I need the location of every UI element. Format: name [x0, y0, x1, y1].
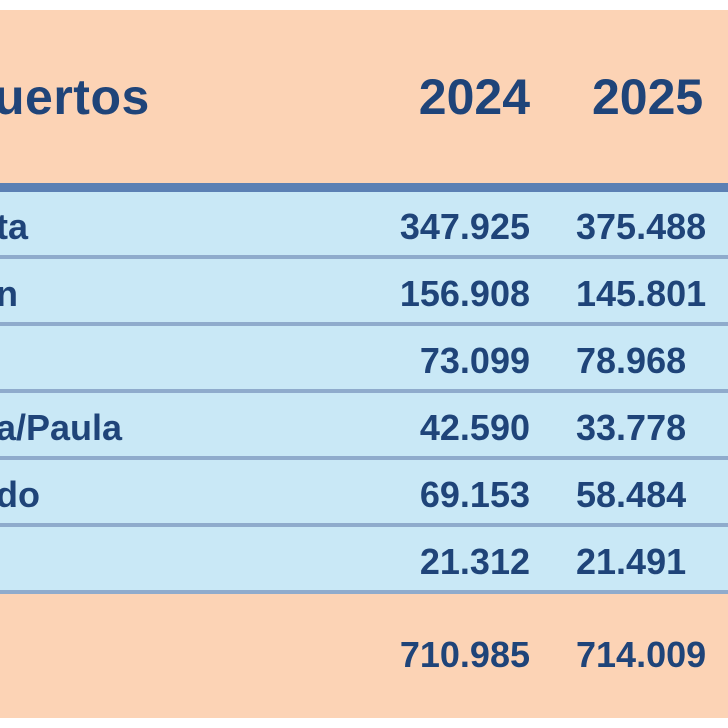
row-value-2024: 73.099	[419, 340, 530, 381]
row-value-2025: 78.968	[576, 340, 687, 381]
row-label: ta	[0, 206, 29, 247]
table-row: 73.099 78.968	[0, 326, 728, 393]
row-value-2025: 58.484	[576, 474, 687, 515]
table-row: do 69.153 58.484	[0, 460, 728, 527]
table-row: ta 347.925 375.488	[0, 192, 728, 259]
header-label: uertos	[0, 69, 150, 125]
header-2025: 2025	[592, 69, 704, 125]
table-header: uertos 2024 2025	[0, 10, 728, 183]
row-value-2024: 69.153	[419, 474, 530, 515]
row-label: a/Paula	[0, 407, 123, 448]
row-value-2025: 33.778	[576, 407, 687, 448]
table-row: a/Paula 42.590 33.778	[0, 393, 728, 460]
header-divider	[0, 183, 728, 192]
table-row: 21.312 21.491	[0, 527, 728, 594]
header-2024: 2024	[418, 69, 530, 125]
row-label: n	[0, 273, 18, 314]
ports-table: uertos 2024 2025 ta 347.925 375.488 n 15…	[0, 10, 728, 718]
row-value-2024: 42.590	[419, 407, 530, 448]
row-value-2024: 156.908	[399, 273, 530, 314]
row-value-2025: 21.491	[576, 541, 687, 582]
row-value-2025: 375.488	[576, 206, 707, 247]
total-2024: 710.985	[399, 634, 530, 675]
table-row: n 156.908 145.801	[0, 259, 728, 326]
row-value-2024: 21.312	[419, 541, 530, 582]
total-2025: 714.009	[576, 634, 707, 675]
table-footer-total: 710.985 714.009	[0, 594, 728, 718]
row-label: do	[0, 474, 40, 515]
table-body: ta 347.925 375.488 n 156.908 145.801 73.…	[0, 192, 728, 594]
row-value-2025: 145.801	[576, 273, 707, 314]
row-value-2024: 347.925	[399, 206, 530, 247]
